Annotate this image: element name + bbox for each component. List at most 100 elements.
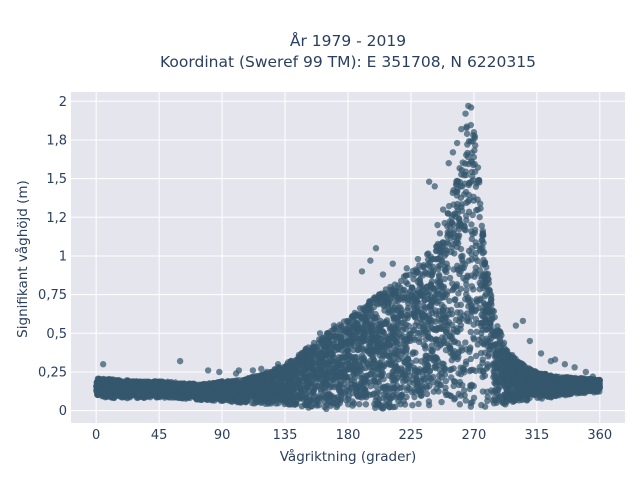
data-point bbox=[481, 292, 489, 300]
data-point bbox=[391, 385, 399, 392]
data-point bbox=[473, 328, 480, 335]
data-point bbox=[250, 375, 257, 382]
data-point bbox=[344, 377, 352, 384]
data-point bbox=[294, 393, 301, 400]
data-point bbox=[478, 222, 486, 230]
data-point bbox=[430, 388, 438, 395]
data-point bbox=[432, 307, 439, 314]
data-point bbox=[457, 370, 465, 378]
data-point bbox=[437, 248, 445, 255]
data-point bbox=[463, 310, 471, 317]
data-point bbox=[472, 254, 479, 262]
data-point bbox=[240, 383, 247, 390]
data-point bbox=[486, 286, 493, 293]
data-point bbox=[311, 393, 318, 400]
data-point bbox=[399, 348, 407, 355]
data-point bbox=[451, 250, 458, 257]
data-point bbox=[285, 391, 293, 398]
data-point bbox=[442, 377, 450, 385]
data-point bbox=[344, 345, 351, 352]
data-point bbox=[426, 283, 434, 290]
data-point bbox=[455, 390, 463, 398]
data-point bbox=[479, 356, 487, 363]
data-point bbox=[357, 314, 365, 321]
data-point bbox=[308, 403, 316, 410]
data-point bbox=[449, 286, 456, 294]
data-point bbox=[300, 366, 308, 374]
data-point bbox=[480, 299, 487, 307]
data-point bbox=[345, 393, 352, 400]
data-point bbox=[463, 217, 470, 224]
data-point bbox=[467, 297, 474, 304]
data-point bbox=[476, 213, 483, 221]
data-point bbox=[323, 391, 330, 399]
data-point bbox=[477, 281, 485, 289]
data-point bbox=[435, 255, 442, 262]
data-point bbox=[367, 323, 375, 330]
data-point bbox=[358, 352, 366, 359]
data-point bbox=[480, 248, 488, 256]
data-point bbox=[352, 335, 360, 342]
data-point bbox=[325, 341, 332, 348]
data-point bbox=[315, 397, 323, 404]
data-point bbox=[425, 401, 433, 409]
data-point bbox=[479, 388, 487, 395]
data-point bbox=[470, 286, 477, 293]
data-point bbox=[467, 328, 474, 336]
data-point bbox=[426, 315, 434, 322]
data-point bbox=[470, 334, 477, 341]
data-point bbox=[412, 322, 419, 329]
data-point bbox=[414, 278, 422, 286]
data-point bbox=[481, 372, 489, 379]
chart-title-line-1: År 1979 - 2019 bbox=[290, 31, 406, 50]
data-point bbox=[449, 280, 456, 287]
data-point bbox=[381, 290, 389, 297]
data-point bbox=[447, 374, 455, 381]
data-point bbox=[333, 403, 340, 411]
data-point bbox=[445, 319, 453, 326]
data-point bbox=[456, 401, 464, 408]
data-point bbox=[386, 385, 394, 392]
data-point bbox=[476, 267, 483, 274]
data-point bbox=[501, 391, 508, 398]
data-point bbox=[382, 333, 389, 340]
data-point bbox=[310, 339, 318, 347]
data-point bbox=[373, 334, 380, 342]
data-point bbox=[434, 277, 441, 285]
data-point bbox=[381, 307, 388, 314]
data-point bbox=[288, 365, 295, 373]
data-point bbox=[478, 401, 485, 409]
data-point bbox=[288, 401, 295, 408]
data-point bbox=[435, 316, 442, 323]
data-point bbox=[349, 313, 356, 320]
data-point bbox=[451, 396, 458, 403]
data-point bbox=[438, 325, 445, 333]
data-point bbox=[425, 373, 433, 381]
data-point bbox=[395, 344, 402, 351]
data-point bbox=[436, 381, 443, 389]
data-point bbox=[387, 286, 394, 294]
data-point bbox=[373, 394, 380, 401]
data-point bbox=[461, 191, 468, 198]
data-point bbox=[472, 242, 480, 250]
data-point bbox=[465, 208, 473, 216]
data-point bbox=[358, 333, 365, 341]
data-point bbox=[398, 309, 405, 316]
data-point bbox=[462, 296, 469, 303]
data-point bbox=[313, 402, 321, 409]
data-point bbox=[371, 400, 378, 408]
data-point bbox=[491, 365, 498, 372]
data-point bbox=[426, 367, 433, 374]
data-point bbox=[441, 314, 449, 321]
data-point bbox=[382, 318, 389, 326]
data-point bbox=[402, 377, 409, 384]
data-point bbox=[419, 272, 427, 279]
data-point bbox=[488, 334, 495, 342]
data-point bbox=[348, 339, 355, 347]
data-point bbox=[420, 286, 427, 293]
data-point bbox=[252, 379, 259, 387]
data-point bbox=[451, 296, 458, 304]
data-point bbox=[471, 308, 479, 315]
data-point bbox=[413, 357, 420, 364]
